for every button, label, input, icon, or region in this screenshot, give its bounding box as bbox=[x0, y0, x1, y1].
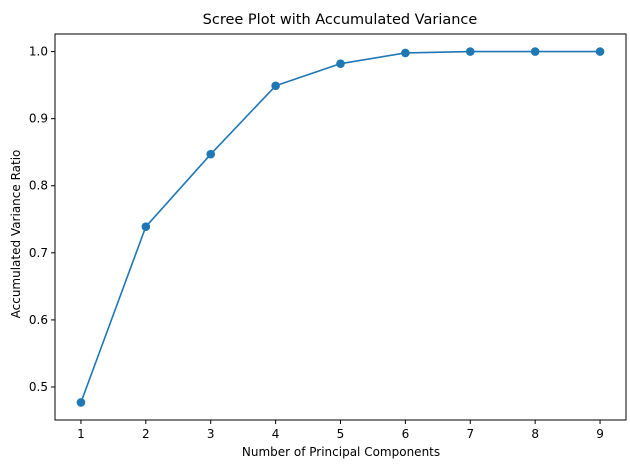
series-layer bbox=[76, 47, 605, 407]
data-point bbox=[76, 398, 86, 407]
x-axis-label: Number of Principal Components bbox=[242, 445, 440, 459]
y-axis-label: Accumulated Variance Ratio bbox=[9, 150, 23, 319]
y-tick-label: 0.5 bbox=[29, 380, 48, 394]
x-tick-label: 7 bbox=[466, 427, 474, 441]
x-tick-label: 6 bbox=[402, 427, 410, 441]
x-tick-label: 9 bbox=[596, 427, 604, 441]
y-tick-label: 0.9 bbox=[29, 112, 48, 126]
data-point bbox=[530, 47, 540, 56]
x-tick-label: 1 bbox=[77, 427, 85, 441]
y-tick-label: 0.7 bbox=[29, 246, 48, 260]
data-point bbox=[271, 81, 280, 91]
data-point bbox=[595, 47, 605, 56]
data-point bbox=[206, 149, 216, 159]
data-point bbox=[141, 222, 151, 231]
x-tick-label: 8 bbox=[531, 427, 539, 441]
x-axis-ticks: 1 2 3 4 5 6 7 8 9 bbox=[77, 420, 604, 441]
x-tick-label: 4 bbox=[272, 427, 280, 441]
y-tick-label: 0.8 bbox=[29, 179, 48, 193]
plot-area: 1 2 3 4 5 6 7 8 9 0.5 0.6 0.7 0.8 0.9 1.0 bbox=[29, 33, 627, 441]
data-point bbox=[401, 48, 410, 58]
y-tick-label: 1.0 bbox=[29, 45, 48, 59]
data-point bbox=[465, 47, 475, 56]
x-tick-label: 3 bbox=[207, 427, 215, 441]
axes-frame bbox=[54, 33, 627, 421]
data-point bbox=[336, 59, 345, 68]
chart-title: Scree Plot with Accumulated Variance bbox=[203, 12, 478, 28]
y-tick-label: 0.6 bbox=[29, 313, 48, 327]
x-tick-label: 2 bbox=[142, 427, 150, 441]
y-axis-ticks: 0.5 0.6 0.7 0.8 0.9 1.0 bbox=[29, 45, 55, 394]
x-tick-label: 5 bbox=[337, 427, 345, 441]
